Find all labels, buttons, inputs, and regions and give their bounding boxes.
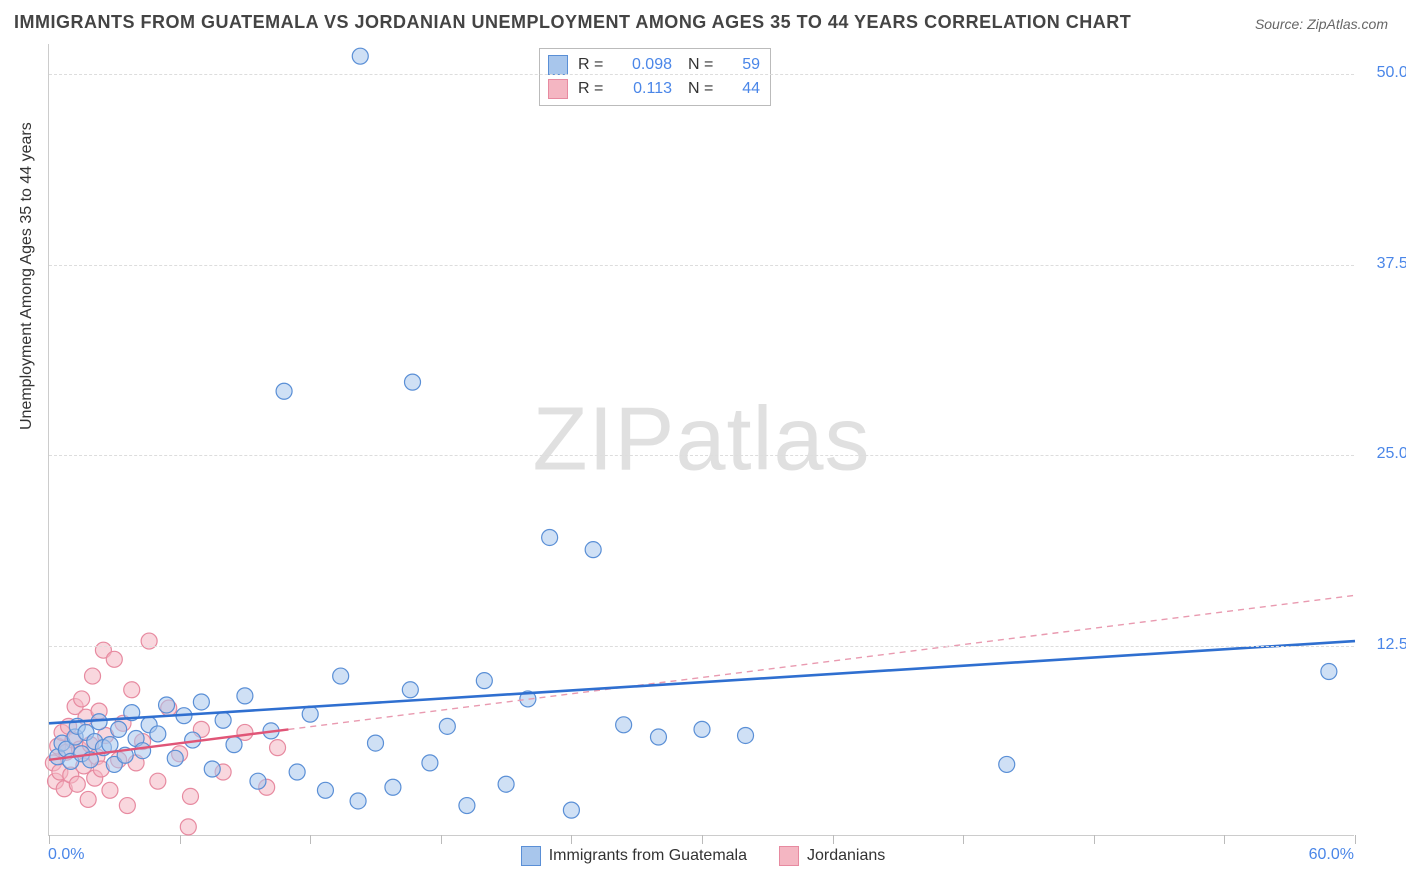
data-point	[276, 383, 292, 399]
data-point	[80, 791, 96, 807]
x-tick	[1094, 835, 1095, 844]
legend-item: Jordanians	[779, 846, 885, 866]
x-tick	[702, 835, 703, 844]
x-tick	[441, 835, 442, 844]
x-tick	[49, 835, 50, 844]
data-point	[498, 776, 514, 792]
legend-label: Jordanians	[807, 847, 885, 865]
data-point	[694, 721, 710, 737]
data-point	[333, 668, 349, 684]
data-point	[111, 721, 127, 737]
y-tick-label: 37.5%	[1362, 255, 1406, 273]
data-point	[85, 668, 101, 684]
data-point	[250, 773, 266, 789]
data-point	[350, 793, 366, 809]
data-point	[204, 761, 220, 777]
data-point	[585, 542, 601, 558]
gridline	[49, 265, 1354, 266]
data-point	[999, 756, 1015, 772]
x-tick	[571, 835, 572, 844]
data-point	[106, 651, 122, 667]
data-point	[102, 782, 118, 798]
source-attribution: Source: ZipAtlas.com	[1255, 16, 1388, 32]
data-point	[352, 48, 368, 64]
data-point	[317, 782, 333, 798]
x-tick	[963, 835, 964, 844]
data-point	[368, 735, 384, 751]
data-point	[385, 779, 401, 795]
data-point	[738, 727, 754, 743]
data-point	[182, 788, 198, 804]
data-point	[402, 682, 418, 698]
data-point	[226, 737, 242, 753]
data-point	[141, 633, 157, 649]
data-point	[422, 755, 438, 771]
gridline	[49, 646, 1354, 647]
data-point	[476, 673, 492, 689]
legend-label: Immigrants from Guatemala	[549, 847, 747, 865]
data-point	[405, 374, 421, 390]
data-point	[289, 764, 305, 780]
data-point	[69, 776, 85, 792]
data-point	[119, 798, 135, 814]
data-point	[159, 697, 175, 713]
x-tick	[833, 835, 834, 844]
trend-line	[288, 595, 1355, 729]
gridline	[49, 455, 1354, 456]
data-point	[563, 802, 579, 818]
data-point	[616, 717, 632, 733]
x-tick	[180, 835, 181, 844]
data-point	[1321, 664, 1337, 680]
plot-area: ZIPatlas R =0.098N =59R =0.113N =44 12.5…	[48, 44, 1354, 836]
data-point	[302, 706, 318, 722]
series-legend: Immigrants from Guatemala Jordanians	[0, 846, 1406, 871]
trend-line	[49, 641, 1355, 723]
y-axis-label: Unemployment Among Ages 35 to 44 years	[18, 122, 36, 430]
y-tick-label: 12.5%	[1362, 636, 1406, 654]
data-point	[270, 740, 286, 756]
data-point	[193, 694, 209, 710]
x-tick	[1355, 835, 1356, 844]
data-point	[74, 691, 90, 707]
legend-swatch	[779, 846, 799, 866]
y-tick-label: 50.0%	[1362, 64, 1406, 82]
x-tick	[1224, 835, 1225, 844]
data-point	[459, 798, 475, 814]
gridline	[49, 74, 1354, 75]
x-tick	[310, 835, 311, 844]
data-point	[439, 718, 455, 734]
y-tick-label: 25.0%	[1362, 445, 1406, 463]
legend-item: Immigrants from Guatemala	[521, 846, 747, 866]
data-point	[650, 729, 666, 745]
data-point	[124, 682, 140, 698]
data-point	[542, 529, 558, 545]
data-point	[180, 819, 196, 835]
data-point	[135, 743, 151, 759]
data-point	[167, 750, 183, 766]
chart-title: IMMIGRANTS FROM GUATEMALA VS JORDANIAN U…	[14, 12, 1131, 33]
legend-swatch	[521, 846, 541, 866]
data-point	[150, 773, 166, 789]
data-point	[215, 712, 231, 728]
scatter-svg	[49, 44, 1354, 835]
data-point	[237, 688, 253, 704]
data-point	[150, 726, 166, 742]
